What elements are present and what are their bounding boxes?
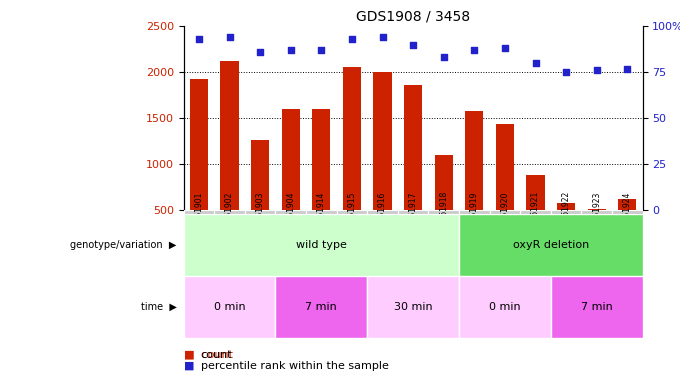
Bar <box>306 210 337 214</box>
Bar <box>184 210 214 214</box>
Text: GSM61904: GSM61904 <box>286 191 295 232</box>
Bar <box>490 210 520 214</box>
Bar <box>612 210 643 214</box>
Point <box>469 47 480 53</box>
Text: percentile rank within the sample: percentile rank within the sample <box>201 361 388 370</box>
Bar <box>275 210 306 214</box>
Text: 7 min: 7 min <box>305 302 337 312</box>
Bar <box>184 214 459 276</box>
Text: GSM61919: GSM61919 <box>470 191 479 232</box>
Text: GSM61902: GSM61902 <box>225 191 234 232</box>
Bar <box>428 210 459 214</box>
Bar <box>367 276 459 338</box>
Point <box>592 68 602 74</box>
Bar <box>588 209 606 210</box>
Text: GSM61915: GSM61915 <box>347 191 356 232</box>
Bar <box>404 85 422 210</box>
Bar <box>282 109 300 210</box>
Point <box>224 34 235 40</box>
Text: GSM61921: GSM61921 <box>531 191 540 232</box>
Bar <box>435 155 453 210</box>
Bar <box>343 67 361 210</box>
Point <box>439 54 449 60</box>
Text: GSM61917: GSM61917 <box>409 191 418 232</box>
Point <box>316 47 327 53</box>
Point <box>254 49 265 55</box>
Point <box>408 42 419 48</box>
Title: GDS1908 / 3458: GDS1908 / 3458 <box>356 10 470 24</box>
Bar <box>459 214 643 276</box>
Bar <box>520 210 551 214</box>
Point <box>194 36 205 42</box>
Bar <box>373 72 392 210</box>
Text: 0 min: 0 min <box>214 302 245 312</box>
Text: GSM61923: GSM61923 <box>592 191 601 232</box>
Bar <box>214 210 245 214</box>
Bar <box>184 276 275 338</box>
Point <box>560 69 571 75</box>
Text: wild type: wild type <box>296 240 347 250</box>
Bar <box>251 140 269 210</box>
Bar <box>312 109 330 210</box>
Text: GSM61922: GSM61922 <box>562 191 571 232</box>
Bar <box>275 276 367 338</box>
Bar <box>551 276 643 338</box>
Text: GSM61916: GSM61916 <box>378 191 387 232</box>
Text: 30 min: 30 min <box>394 302 432 312</box>
Bar <box>618 199 636 210</box>
Bar <box>459 276 551 338</box>
Text: ■  count: ■ count <box>184 350 233 360</box>
Point <box>530 60 541 66</box>
Bar <box>398 210 428 214</box>
Text: count: count <box>201 350 232 360</box>
Text: GSM61920: GSM61920 <box>500 191 509 232</box>
Bar <box>190 79 208 210</box>
Text: time  ▶: time ▶ <box>141 302 177 312</box>
Text: genotype/variation  ▶: genotype/variation ▶ <box>71 240 177 250</box>
Bar <box>551 210 581 214</box>
Text: 0 min: 0 min <box>489 302 521 312</box>
Bar <box>526 175 545 210</box>
Text: GSM61924: GSM61924 <box>623 191 632 232</box>
Text: GSM61914: GSM61914 <box>317 191 326 232</box>
Point <box>622 66 632 72</box>
Text: ■: ■ <box>184 361 194 370</box>
Bar <box>496 124 514 210</box>
Bar <box>337 210 367 214</box>
Bar <box>367 210 398 214</box>
Bar <box>557 202 575 210</box>
Text: GSM61901: GSM61901 <box>194 191 203 232</box>
Bar <box>465 111 483 210</box>
Text: ■: ■ <box>184 350 194 360</box>
Bar <box>581 210 612 214</box>
Bar <box>220 61 239 210</box>
Text: oxyR deletion: oxyR deletion <box>513 240 589 250</box>
Point <box>286 47 296 53</box>
Bar <box>459 210 490 214</box>
Text: GSM61903: GSM61903 <box>256 191 265 232</box>
Text: 7 min: 7 min <box>581 302 613 312</box>
Point <box>499 45 510 51</box>
Bar <box>245 210 275 214</box>
Point <box>377 34 388 40</box>
Point <box>347 36 358 42</box>
Text: GSM61918: GSM61918 <box>439 191 448 232</box>
